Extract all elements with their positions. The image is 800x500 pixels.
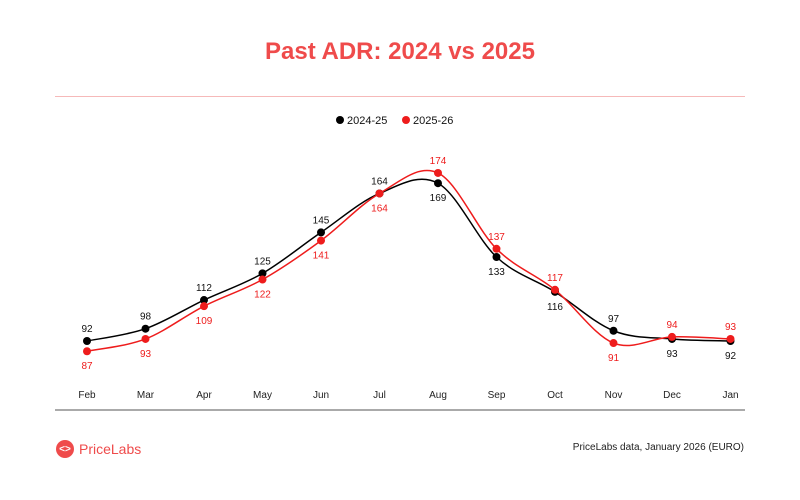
data-label: 87	[81, 361, 93, 372]
legend-marker	[402, 116, 410, 124]
data-label: 93	[140, 349, 152, 360]
data-point	[141, 324, 150, 333]
data-label: 133	[488, 267, 505, 278]
x-tick-label: Dec	[663, 390, 681, 401]
data-label: 109	[196, 316, 213, 327]
data-point	[83, 337, 91, 345]
x-tick-label: Apr	[196, 390, 212, 401]
data-point	[434, 168, 442, 177]
x-tick-label: Jul	[373, 390, 386, 401]
data-point	[609, 339, 618, 348]
data-label: 125	[254, 256, 271, 267]
data-label: 174	[430, 156, 447, 167]
data-point	[492, 252, 501, 261]
data-point	[317, 236, 325, 245]
data-label: 94	[666, 320, 678, 331]
x-tick-label: Jun	[313, 390, 329, 401]
data-label: 98	[140, 312, 152, 323]
data-label: 92	[725, 351, 737, 362]
data-label: 122	[254, 290, 271, 301]
data-label: 169	[430, 193, 447, 204]
x-tick-label: Nov	[605, 390, 623, 401]
legend-label: 2024-25	[347, 115, 387, 127]
x-tick-label: Oct	[547, 390, 563, 401]
source-note: PriceLabs data, January 2026 (EURO)	[572, 442, 744, 453]
series-line-2025-26	[86, 169, 731, 352]
brand-name: PriceLabs	[79, 441, 142, 457]
data-point	[258, 269, 267, 278]
data-point	[200, 302, 208, 311]
x-tick-label: May	[253, 390, 272, 401]
pricelabs-logo-icon: <>	[56, 440, 74, 458]
line-chart: Feb Mar Apr May Jun Jul Aug Sep Oct Nov Dec Jan 2024…	[55, 115, 745, 411]
data-label: 93	[725, 322, 737, 333]
data-label: 93	[666, 349, 678, 360]
data-point	[668, 332, 676, 341]
x-tick-label: Mar	[137, 390, 155, 401]
legend-marker	[336, 116, 344, 124]
data-point	[141, 334, 150, 343]
x-tick-label: Jan	[722, 390, 738, 401]
legend-label: 2025-26	[413, 115, 453, 127]
data-label: 164	[371, 203, 388, 214]
x-tick-label: Feb	[78, 390, 96, 401]
data-label: 97	[608, 314, 620, 325]
data-point	[492, 244, 501, 253]
data-label: 116	[547, 302, 563, 313]
data-label: 91	[608, 353, 620, 364]
data-point	[434, 179, 442, 188]
data-point	[551, 285, 559, 294]
data-point	[258, 275, 267, 284]
data-point	[375, 189, 384, 198]
x-tick-label: Aug	[429, 390, 447, 401]
data-label: 117	[547, 273, 563, 284]
data-label: 145	[313, 215, 330, 226]
data-point	[317, 228, 325, 237]
data-label: 112	[196, 283, 212, 294]
title-divider	[55, 96, 745, 97]
data-label: 164	[371, 176, 388, 187]
data-label: 141	[313, 251, 330, 262]
pricelabs-logo: <> PriceLabs	[56, 440, 141, 458]
series-line-2024-25	[86, 178, 731, 342]
data-point	[200, 296, 208, 305]
x-tick-label: Sep	[488, 390, 506, 401]
data-point	[609, 326, 618, 335]
chart-title: Past ADR: 2024 vs 2025	[265, 38, 535, 65]
data-label: 137	[488, 232, 505, 243]
data-point	[726, 334, 735, 343]
data-label: 92	[81, 324, 93, 335]
data-point	[83, 347, 91, 356]
